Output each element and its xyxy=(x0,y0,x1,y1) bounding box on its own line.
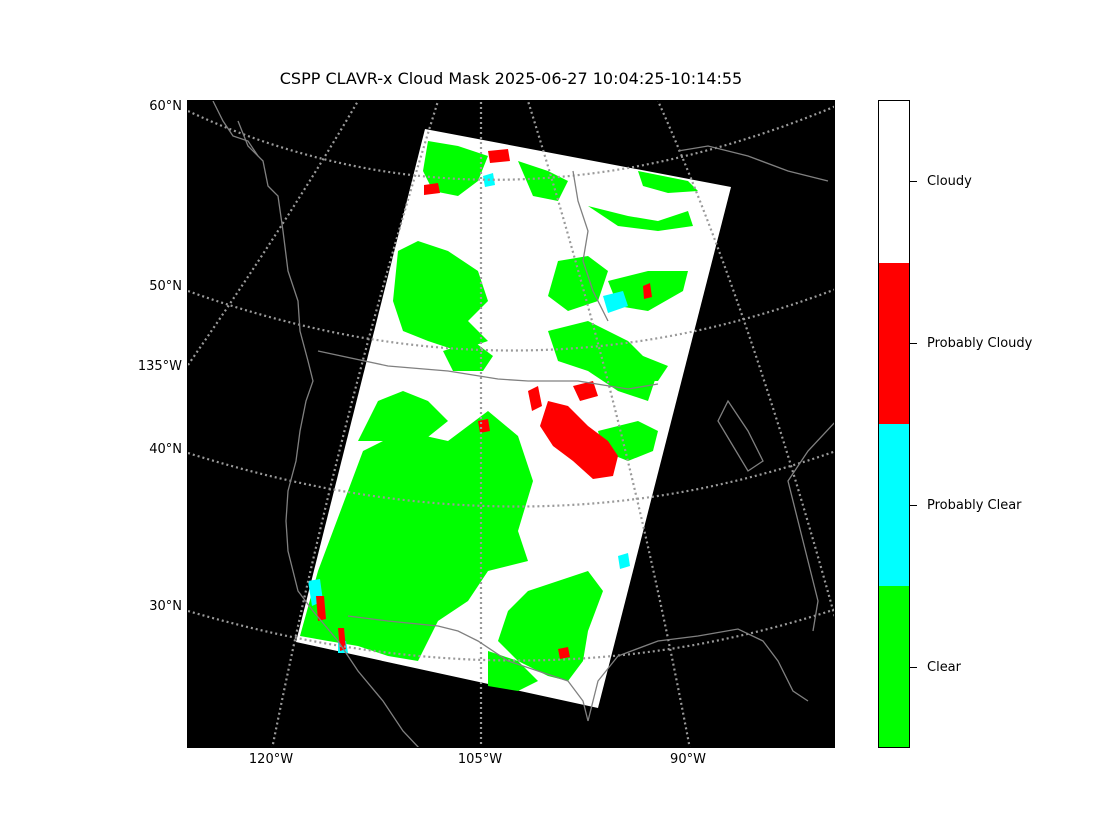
graticule xyxy=(188,101,834,747)
chart-title: CSPP CLAVR-x Cloud Mask 2025-06-27 10:04… xyxy=(279,69,743,88)
colorbar-label-clear: Clear xyxy=(927,660,961,675)
colorbar-segment-probably-cloudy xyxy=(879,262,909,424)
clear-regions xyxy=(300,141,698,691)
great-lakes xyxy=(717,399,764,472)
graticule-lon-135 xyxy=(188,101,359,366)
colorbar-label-probably-clear: Probably Clear xyxy=(927,498,1022,513)
colorbar-segment-clear xyxy=(879,585,909,747)
lon-label-120w: 120°W xyxy=(248,752,294,767)
coastline-north xyxy=(212,101,259,157)
map-canvas xyxy=(188,101,834,747)
us-mexico-border xyxy=(347,615,589,722)
colorbar-segment-probably-clear xyxy=(879,424,909,586)
coastlines-and-borders xyxy=(212,101,834,747)
colorbar-tick xyxy=(910,181,917,182)
map-panel[interactable] xyxy=(187,100,835,748)
probably-cloudy-regions xyxy=(316,149,652,659)
interior-border xyxy=(572,170,609,322)
lat-label-60n: 60°N xyxy=(149,99,182,114)
satellite-swath xyxy=(296,129,731,708)
lat-label-40n: 40°N xyxy=(149,442,182,457)
graticule-lat-30 xyxy=(188,608,834,662)
colorbar-tick xyxy=(910,505,917,506)
colorbar-tick xyxy=(910,343,917,344)
lon-label-135w: 135°W xyxy=(137,359,182,374)
gulf-coastline xyxy=(587,628,809,722)
graticule-lon-75 xyxy=(656,101,834,618)
lon-label-105w: 105°W xyxy=(457,752,503,767)
colorbar xyxy=(878,100,910,748)
hudson-bay-shore xyxy=(677,145,829,182)
lat-label-50n: 50°N xyxy=(149,279,182,294)
colorbar-tick xyxy=(910,667,917,668)
atlantic-coastline xyxy=(787,422,834,632)
canada-us-border xyxy=(317,350,659,390)
lon-label-90w: 90°W xyxy=(670,752,706,767)
colorbar-label-probably-cloudy: Probably Cloudy xyxy=(927,336,1033,351)
colorbar-segment-cloudy xyxy=(879,101,909,263)
lat-label-30n: 30°N xyxy=(149,599,182,614)
pacific-coastline xyxy=(237,120,420,747)
colorbar-label-cloudy: Cloudy xyxy=(927,174,972,189)
